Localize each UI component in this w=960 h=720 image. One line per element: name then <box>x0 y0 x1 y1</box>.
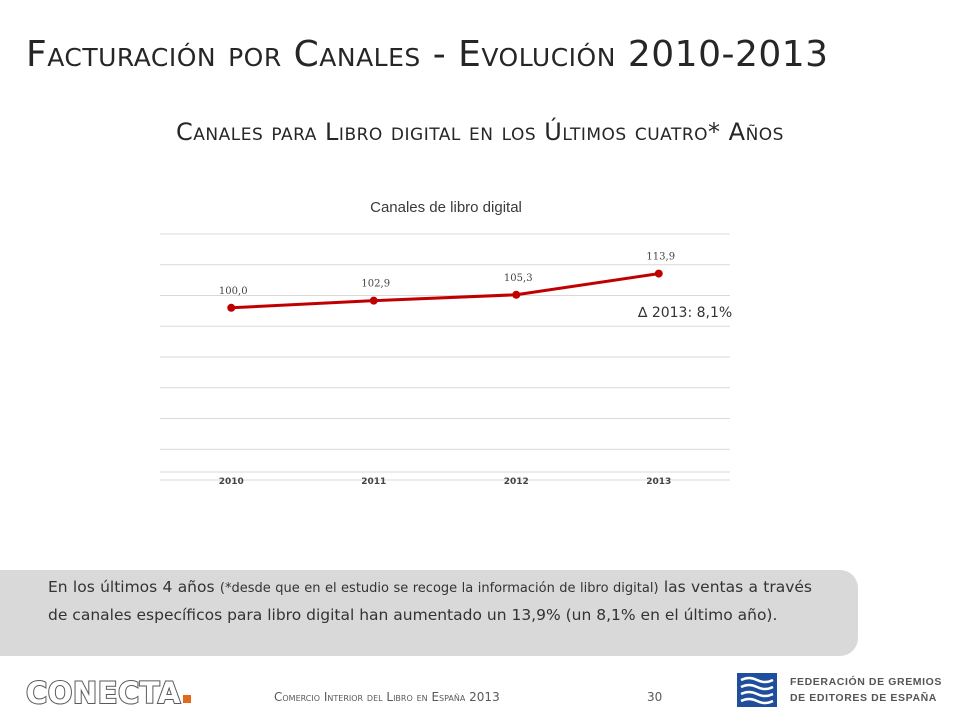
federation-line-1: FEDERACIÓN DE GREMIOS <box>790 676 943 688</box>
series-line <box>231 272 659 310</box>
page-number: 30 <box>647 690 663 704</box>
data-label: 105,3 <box>504 273 533 284</box>
line-chart: Canales de libro digital 100,0 102,9 105,3… <box>150 188 750 498</box>
chart-title: Canales de libro digital <box>370 199 522 216</box>
chart-canvas: Canales de libro digital 100,0 102,9 105,3… <box>160 199 732 487</box>
slide-title: Facturación por Canales - Evolución 2010… <box>26 34 829 75</box>
data-label: 102,9 <box>361 279 390 290</box>
data-label: 100,0 <box>219 286 248 297</box>
data-label: 113,9 <box>646 252 675 263</box>
slide-subtitle: Canales para Libro digital en los Último… <box>176 118 784 146</box>
federation-emblem-icon <box>737 673 777 707</box>
x-tick-label: 2012 <box>504 477 529 487</box>
chart-x-axis: 2010 2011 2012 2013 <box>219 477 672 487</box>
data-point <box>512 290 521 299</box>
note-panel <box>0 570 858 656</box>
delta-annotation: ∆ 2013: 8,1% <box>637 305 732 321</box>
note-aside: (*desde que en el estudio se recoge la i… <box>219 581 659 596</box>
conecta-logo-text: CONECTA <box>25 675 181 711</box>
federation-line-2: DE EDITORES DE ESPAÑA <box>790 692 937 704</box>
chart-series <box>227 269 663 312</box>
chart-data-labels: 100,0 102,9 105,3 113,9 <box>219 252 675 297</box>
x-tick-label: 2013 <box>646 477 671 487</box>
x-tick-label: 2010 <box>219 477 244 487</box>
federation-name: FEDERACIÓN DE GREMIOS DE EDITORES DE ESP… <box>790 674 950 706</box>
data-point <box>369 296 378 305</box>
summary-note: En los últimos 4 años (*desde que en el … <box>48 574 812 628</box>
x-tick-label: 2011 <box>361 477 386 487</box>
chart-gridlines <box>160 233 730 481</box>
logo-dot-icon <box>182 695 191 703</box>
footer-caption: Comercio Interior del Libro en España 20… <box>274 690 500 704</box>
note-lead: En los últimos 4 años <box>48 578 220 596</box>
conecta-logo: CONECTA <box>25 675 191 711</box>
data-point <box>654 269 663 278</box>
note-rest: las ventas a través de canales específic… <box>48 578 812 624</box>
data-point <box>227 303 236 312</box>
